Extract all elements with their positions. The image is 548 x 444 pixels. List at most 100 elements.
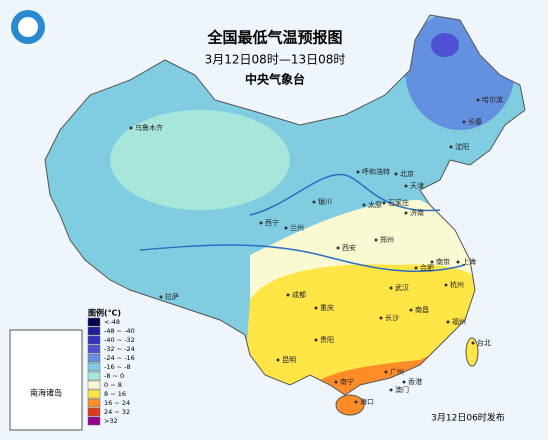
inset-label: 南海诸岛 <box>30 388 62 398</box>
city-dot <box>404 211 408 215</box>
city-dot <box>389 388 393 392</box>
city-dot <box>404 184 408 188</box>
legend-label: 0 ~ 8 <box>104 381 122 389</box>
city-dot <box>362 203 366 207</box>
city-label: 贵阳 <box>320 335 334 344</box>
city-label: 呼和浩特 <box>362 167 390 176</box>
legend-label: 24 ~ 32 <box>104 408 130 416</box>
city-label: 北京 <box>400 169 414 178</box>
city-label: 南京 <box>436 257 450 266</box>
legend-label: -40 ~ -32 <box>104 336 135 344</box>
city-label: 杭州 <box>450 280 464 289</box>
city-label: 天津 <box>410 182 424 190</box>
city-label: 兰州 <box>290 223 304 232</box>
city-label: 银川 <box>318 197 332 206</box>
legend-swatch <box>87 326 101 336</box>
city-label: 昆明 <box>282 356 296 364</box>
city-dot <box>286 293 290 297</box>
city-label: 郑州 <box>380 236 394 244</box>
legend-label: -48 ~ -40 <box>104 327 135 335</box>
city-dot <box>374 238 378 242</box>
city-label: 长春 <box>468 117 482 126</box>
legend-label: -8 ~ 0 <box>104 372 124 380</box>
city-dot <box>314 306 318 310</box>
legend: <-48-48 ~ -40-40 ~ -32-32 ~ -24-24 ~ -16… <box>87 317 135 426</box>
legend-swatch <box>87 416 101 426</box>
city-dot <box>414 266 418 270</box>
legend-swatch <box>87 344 101 354</box>
city-dot <box>402 380 406 384</box>
city-label: 台北 <box>477 338 491 347</box>
city-dot <box>354 400 358 404</box>
city-label: 拉萨 <box>165 292 179 301</box>
city-dot <box>446 320 450 324</box>
city-label: 哈尔滨 <box>482 95 503 104</box>
city-label: 西安 <box>342 243 356 252</box>
legend-label: 8 ~ 16 <box>104 390 126 398</box>
city-label: 广州 <box>390 367 404 376</box>
city-dot <box>159 295 163 299</box>
city-dot <box>430 260 434 264</box>
city-dot <box>471 341 475 345</box>
legend-swatch <box>87 335 101 345</box>
city-label: 济南 <box>410 208 424 217</box>
legend-swatch <box>87 362 101 372</box>
city-dot <box>444 283 448 287</box>
city-dot <box>259 221 263 225</box>
city-dot <box>356 170 360 174</box>
legend-swatch <box>87 371 101 381</box>
legend-swatch <box>87 353 101 363</box>
city-dot <box>394 172 398 176</box>
legend-label: -24 ~ -16 <box>104 354 135 362</box>
city-label: 南昌 <box>415 305 429 314</box>
city-dot <box>379 316 383 320</box>
city-dot <box>476 98 480 102</box>
city-dot <box>389 286 393 290</box>
city-dot <box>382 201 386 205</box>
city-label: 西宁 <box>265 218 279 227</box>
city-label: 上海 <box>462 257 476 266</box>
legend-swatch <box>87 398 101 408</box>
city-dot <box>284 226 288 230</box>
city-dot <box>336 246 340 250</box>
city-label: 海口 <box>360 397 374 406</box>
footer: 3月12日06时发布 <box>431 412 505 424</box>
inset-box <box>9 329 83 431</box>
subtitle: 3月12日08时—13日08时 <box>205 53 346 67</box>
legend-label: >32 <box>104 417 118 425</box>
issuer: 中央气象台 <box>245 72 305 87</box>
city-label: 成都 <box>292 290 306 299</box>
city-label: 太原 <box>368 200 382 209</box>
city-dot <box>314 338 318 342</box>
legend-label: <-48 <box>104 318 120 326</box>
legend-swatch <box>87 407 101 417</box>
city-label: 沈阳 <box>455 142 469 151</box>
city-dot <box>312 200 316 204</box>
city-dot <box>276 358 280 362</box>
legend-swatch <box>87 389 101 399</box>
legend-label: 16 ~ 24 <box>104 399 130 407</box>
city-label: 石家庄 <box>388 198 409 207</box>
city-label: 武汉 <box>395 283 409 292</box>
title: 全国最低气温预报图 <box>206 29 342 47</box>
city-dot <box>384 370 388 374</box>
city-dot <box>456 260 460 264</box>
legend-title: 图例(℃) <box>88 308 121 318</box>
city-dot <box>129 126 133 130</box>
city-label: 香港 <box>408 377 422 386</box>
city-label: 南宁 <box>340 377 354 386</box>
city-dot <box>462 120 466 124</box>
legend-swatch <box>87 380 101 390</box>
city-label: 澳门 <box>395 385 409 394</box>
legend-swatch <box>87 317 101 327</box>
city-label: 合肥 <box>420 263 434 272</box>
legend-label: -32 ~ -24 <box>104 345 135 353</box>
city-dot <box>409 308 413 312</box>
legend-label: -16 ~ -8 <box>104 363 131 371</box>
city-label: 重庆 <box>320 303 334 312</box>
city-label: 福州 <box>452 317 466 326</box>
city-label: 长沙 <box>385 313 399 322</box>
